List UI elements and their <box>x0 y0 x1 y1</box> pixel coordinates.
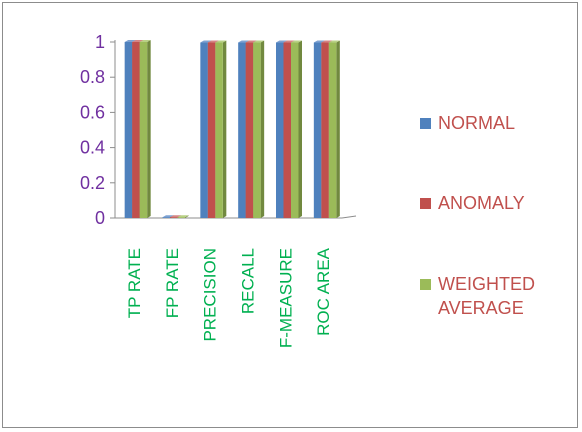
bar <box>238 42 246 218</box>
bar-side <box>147 40 151 218</box>
bar-top <box>291 40 302 43</box>
bar-top <box>238 40 250 43</box>
x-tick-label: RECALL <box>238 248 257 314</box>
legend-swatch <box>420 198 431 209</box>
bar-top <box>215 40 227 43</box>
y-tick-label: 0.4 <box>80 138 105 158</box>
bar <box>313 42 322 218</box>
bar-top <box>276 40 287 43</box>
legend-swatch <box>420 118 431 129</box>
bar-top <box>253 40 265 43</box>
x-tick-label: F-MEASURE <box>276 248 295 348</box>
legend-label: WEIGHTED <box>438 274 535 294</box>
bar <box>321 42 329 218</box>
bar <box>291 42 299 218</box>
bar-top <box>132 40 144 42</box>
bar-top <box>207 40 219 43</box>
bar-top <box>177 215 189 218</box>
legend-label: ANOMALY <box>438 193 525 213</box>
bar-side <box>298 40 302 218</box>
bar-top <box>245 40 257 43</box>
bar <box>124 42 133 218</box>
bar <box>215 42 223 218</box>
bar-top <box>139 40 151 42</box>
x-tick-label: ROC AREA <box>314 247 333 336</box>
y-tick-label: 0.2 <box>80 173 105 193</box>
bar-side <box>336 40 340 218</box>
bar <box>200 42 208 218</box>
y-tick-label: 0.6 <box>80 102 105 122</box>
bar-side <box>185 215 189 218</box>
bar <box>245 42 254 218</box>
bar-top <box>200 40 212 43</box>
bar-top <box>321 40 333 43</box>
bar-side <box>260 40 265 218</box>
x-axis-depth-line <box>341 215 357 219</box>
x-tick-label: TP RATE <box>125 248 144 318</box>
bar <box>253 42 261 218</box>
bar-top <box>283 40 295 43</box>
bar-top <box>162 215 174 218</box>
bar <box>276 42 284 218</box>
legend-swatch <box>420 279 431 290</box>
legend-label: NORMAL <box>438 113 515 133</box>
bar <box>177 217 185 218</box>
bar-top <box>328 40 340 43</box>
legend-label: AVERAGE <box>438 298 524 318</box>
x-tick-label: FP RATE <box>163 248 182 318</box>
y-tick-label: 1 <box>95 32 105 52</box>
bar <box>207 42 216 218</box>
bar <box>132 42 140 218</box>
y-tick-label: 0 <box>95 208 105 228</box>
bar <box>328 42 337 218</box>
y-tick-label: 0.8 <box>80 67 105 87</box>
bar <box>162 217 170 218</box>
bar-top <box>313 40 325 43</box>
bar-top <box>124 40 136 42</box>
bar-top <box>170 215 181 218</box>
bar <box>170 217 178 218</box>
bar <box>283 42 291 218</box>
bar-side <box>222 40 227 218</box>
bar <box>139 42 148 218</box>
x-tick-label: PRECISION <box>201 248 220 342</box>
